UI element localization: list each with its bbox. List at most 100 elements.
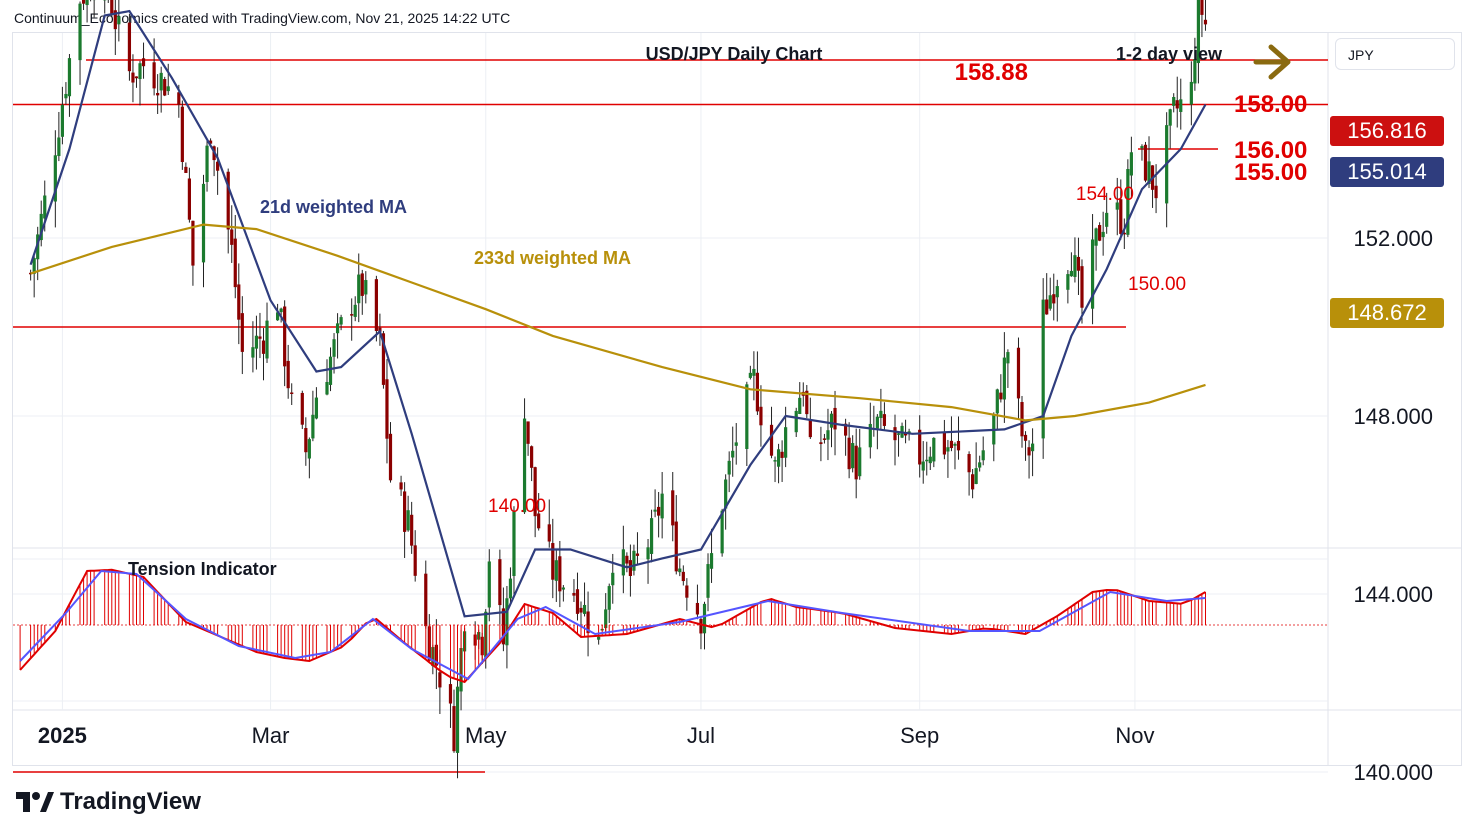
candle bbox=[138, 60, 142, 106]
candle-body bbox=[1203, 19, 1208, 25]
candle-body bbox=[582, 604, 587, 614]
candle bbox=[868, 402, 872, 459]
candle bbox=[455, 678, 460, 779]
candle bbox=[1016, 337, 1021, 420]
candle-body bbox=[657, 506, 661, 516]
candle bbox=[847, 422, 851, 479]
candle-body bbox=[300, 392, 304, 425]
candle bbox=[1023, 431, 1028, 461]
candle bbox=[879, 388, 883, 430]
candle bbox=[424, 560, 428, 629]
candle-body bbox=[360, 273, 364, 296]
chart-text: 2025 Mar May Jul Sep Nov 152.000 148.000 144.000… bbox=[38, 44, 1433, 785]
candle-body bbox=[117, 16, 121, 25]
candle bbox=[406, 495, 410, 532]
candle-body bbox=[53, 155, 57, 202]
candle-body bbox=[621, 549, 625, 576]
candle bbox=[60, 86, 64, 145]
candle bbox=[649, 509, 654, 563]
candle bbox=[339, 314, 343, 331]
candle bbox=[1066, 270, 1070, 304]
candle-body bbox=[1023, 434, 1028, 441]
candle-body bbox=[907, 431, 911, 433]
candle bbox=[1172, 93, 1176, 113]
candle bbox=[946, 439, 950, 478]
candle-body bbox=[1052, 294, 1056, 304]
candle bbox=[1203, 0, 1208, 31]
candle-body bbox=[43, 195, 47, 219]
candle-body bbox=[653, 509, 657, 512]
candle-body bbox=[822, 438, 827, 440]
candle bbox=[1101, 211, 1105, 256]
candle-body bbox=[364, 280, 368, 295]
candle-body bbox=[967, 454, 971, 473]
candle bbox=[547, 499, 551, 548]
candle-body bbox=[858, 447, 862, 477]
x-tick-label: Sep bbox=[900, 723, 939, 748]
ma233-annotation: 233d weighted MA bbox=[474, 248, 631, 268]
candle bbox=[314, 387, 319, 420]
candle bbox=[156, 74, 160, 114]
candle-body bbox=[706, 564, 710, 598]
grid bbox=[13, 33, 1461, 773]
candle bbox=[180, 100, 184, 170]
candle bbox=[1179, 78, 1183, 130]
candle bbox=[1168, 108, 1172, 149]
candle-body bbox=[1175, 100, 1179, 109]
y-tick-label: 152.000 bbox=[1353, 226, 1433, 251]
tradingview-logo[interactable]: TradingView bbox=[16, 788, 201, 816]
candle bbox=[163, 76, 167, 97]
candle bbox=[452, 689, 456, 753]
candle bbox=[561, 585, 565, 602]
candle-body bbox=[166, 86, 170, 92]
candle-body bbox=[290, 392, 294, 394]
candle-body bbox=[335, 323, 340, 334]
candle-body bbox=[339, 317, 343, 325]
candle bbox=[360, 269, 364, 315]
candle bbox=[166, 63, 170, 95]
candle-body bbox=[127, 22, 132, 72]
candle-body bbox=[276, 312, 280, 321]
candle-body bbox=[1189, 81, 1193, 105]
candle-body bbox=[604, 609, 608, 629]
candle-body bbox=[385, 379, 389, 439]
candle-body bbox=[208, 140, 213, 144]
candle-body bbox=[438, 672, 442, 688]
candle-body bbox=[226, 171, 230, 230]
candle-body bbox=[381, 333, 386, 385]
candle bbox=[201, 174, 206, 288]
candle-body bbox=[844, 423, 848, 436]
candle bbox=[265, 302, 269, 363]
candle-body bbox=[184, 166, 188, 173]
candle bbox=[1196, 0, 1201, 84]
candle bbox=[635, 532, 640, 565]
candle bbox=[107, 0, 109, 3]
candle-body bbox=[1069, 270, 1073, 277]
candle bbox=[448, 668, 453, 728]
candle-body bbox=[64, 93, 68, 99]
candle bbox=[57, 111, 61, 162]
candle bbox=[695, 584, 700, 620]
candle-body bbox=[833, 407, 837, 430]
candle-body bbox=[724, 479, 728, 509]
candle-body bbox=[1090, 239, 1095, 309]
candle bbox=[78, 1, 82, 85]
candle-body bbox=[632, 550, 636, 571]
symbol-box[interactable]: JPY bbox=[1335, 38, 1455, 70]
candle bbox=[233, 214, 237, 299]
level-label-154-00: 154.00 bbox=[1076, 184, 1134, 205]
candle bbox=[798, 382, 802, 415]
candle-body bbox=[156, 92, 160, 96]
candle-body bbox=[558, 556, 562, 592]
candle-body bbox=[699, 619, 703, 634]
candle-body bbox=[971, 474, 975, 490]
candle-body bbox=[678, 568, 682, 573]
candle-body bbox=[702, 603, 707, 634]
candle bbox=[1002, 332, 1006, 423]
candle-body bbox=[999, 392, 1003, 400]
candle-body bbox=[1098, 225, 1102, 241]
candle-body bbox=[748, 372, 752, 378]
level-label-156-00: 156.00 bbox=[1234, 137, 1307, 164]
candle bbox=[522, 398, 527, 514]
